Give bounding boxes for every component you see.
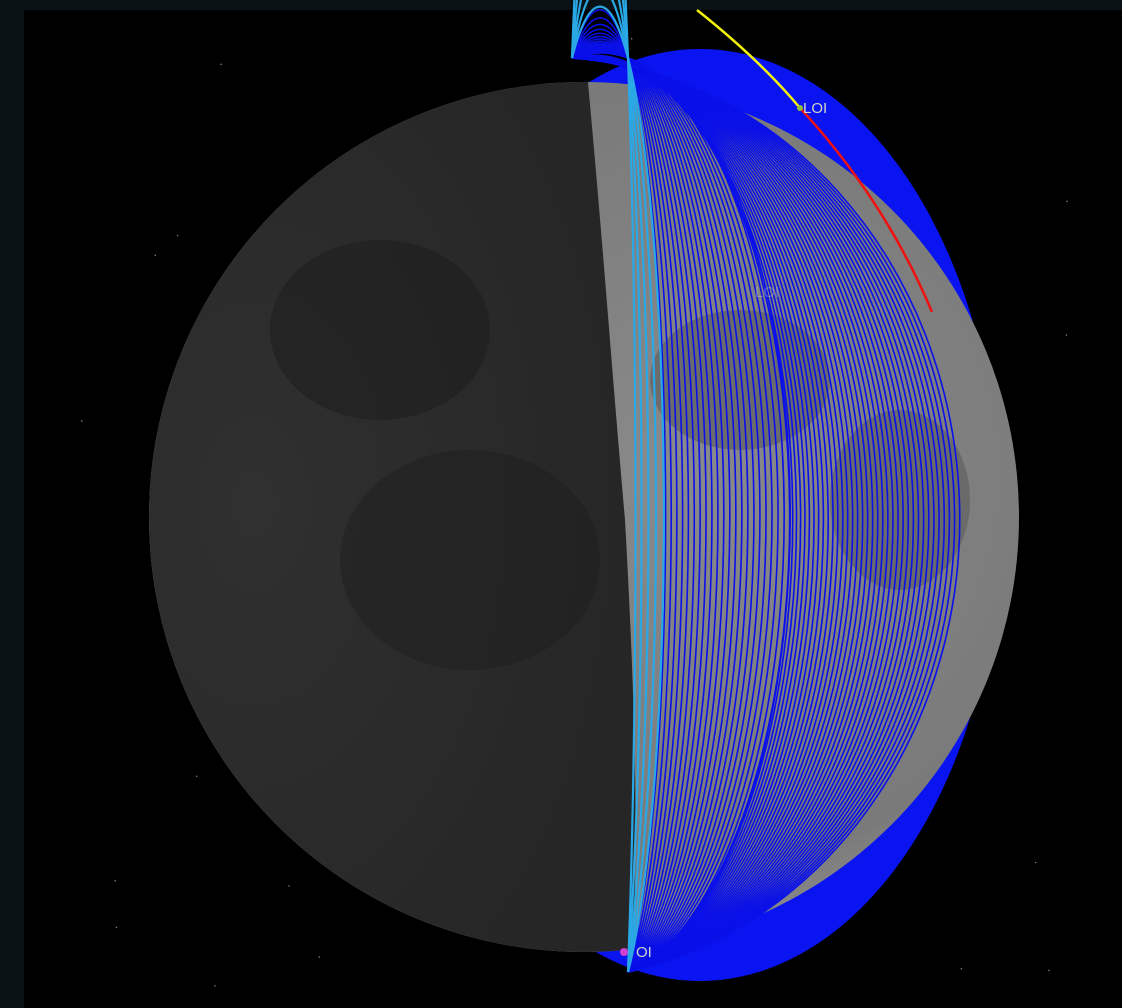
orbit-pass (571, 57, 925, 973)
mare (340, 450, 600, 670)
star (960, 968, 963, 970)
orbit-pass (571, 57, 910, 973)
orbit-pass (571, 57, 869, 973)
orbit-pass (571, 57, 920, 973)
star (114, 879, 117, 882)
orbit-pass (571, 57, 899, 973)
star (214, 985, 216, 987)
loi-label: OI (636, 944, 652, 961)
loi-marker (620, 948, 628, 956)
orbit-pass (571, 57, 849, 973)
loi-label: LOI (803, 100, 827, 117)
orbit-pass (571, 57, 961, 973)
star (1065, 334, 1068, 336)
orbit-pass (571, 57, 889, 973)
orbit-pass (571, 57, 874, 973)
star (80, 420, 83, 422)
orbit-pass (571, 57, 915, 973)
star (154, 254, 157, 257)
orbit-pass (571, 8, 667, 973)
orbit-pass (571, 57, 834, 973)
star (220, 63, 222, 66)
initial-orbit (570, 0, 643, 973)
orbit-pass (571, 57, 904, 973)
orbit-pass (571, 57, 879, 973)
initial-orbit (570, 0, 658, 973)
star (1034, 861, 1037, 864)
orbit-pass (571, 57, 935, 973)
initial-orbit (570, 0, 650, 973)
orbit-pass (571, 57, 945, 973)
loi-label: LOI (755, 284, 779, 301)
orbit-pass (571, 57, 854, 973)
orbit-pass (571, 57, 839, 973)
orbit-pass (571, 57, 956, 973)
star (318, 956, 321, 958)
star (176, 234, 179, 237)
insertion-burn-arc (799, 107, 934, 313)
orbit-pass (571, 57, 951, 973)
orbit-pass (571, 57, 859, 973)
orbit-pass (571, 57, 894, 973)
orbit-pass (571, 35, 696, 973)
orbit-pass (571, 57, 884, 973)
star (1066, 200, 1068, 203)
star (115, 926, 118, 929)
orbit-pass (571, 57, 825, 973)
orbit-pass (571, 57, 864, 973)
orbit-pass (571, 32, 690, 973)
initial-orbit (570, 0, 637, 973)
loi-marker (797, 105, 803, 111)
initial-orbit (570, 5, 665, 973)
orbit-pass (571, 57, 844, 973)
transfer-trajectory (696, 9, 801, 109)
star (1048, 969, 1050, 972)
orbit-pass (571, 28, 684, 973)
star (288, 885, 290, 887)
orbit-pass (571, 17, 673, 973)
orbits (570, 0, 961, 973)
orbit-pass (571, 57, 930, 973)
mare (270, 240, 490, 420)
orbit-pass (571, 23, 678, 973)
orbit-pass (571, 57, 829, 973)
orbit-pass (571, 57, 940, 973)
star (195, 775, 198, 778)
star (630, 37, 633, 40)
